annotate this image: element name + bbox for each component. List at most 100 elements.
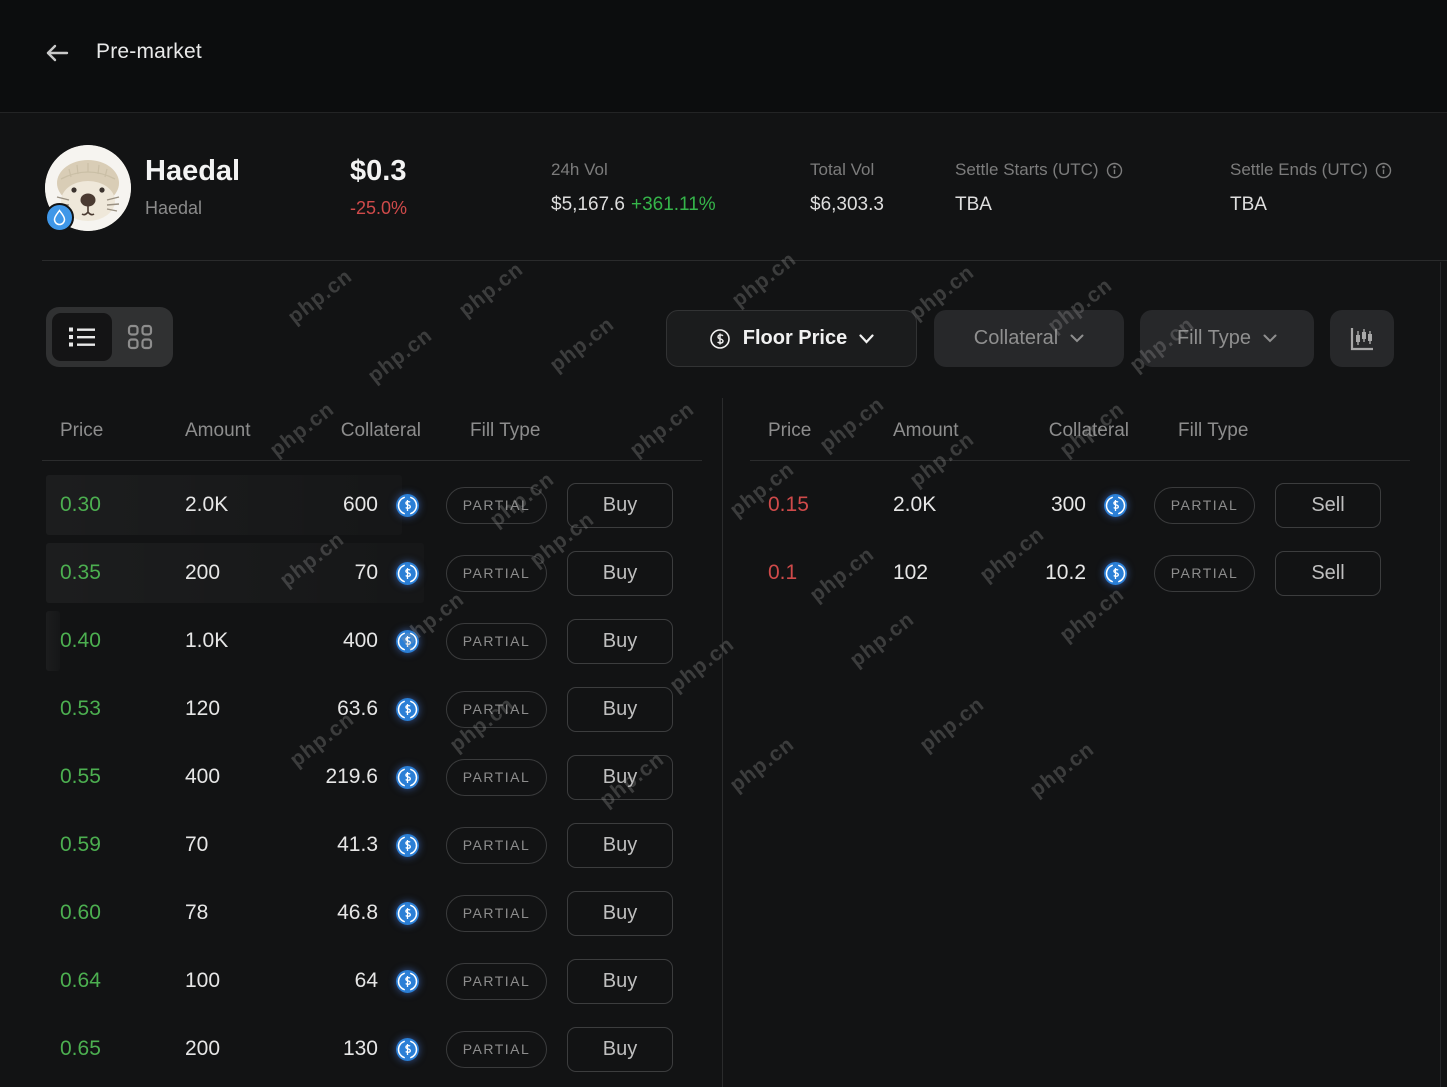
fill-type-badge: PARTIAL [446,758,547,796]
price-cell: 0.53 [60,697,101,720]
watermark-text: php.cn [727,247,801,312]
list-view-button[interactable] [52,313,112,361]
fill-type-badge: PARTIAL [1154,486,1255,524]
depth-bar [46,475,402,535]
collateral-column-header: Collateral [1048,420,1129,441]
info-icon[interactable] [1375,162,1392,179]
table-divider [722,398,723,1087]
price-cell: 0.35 [60,561,101,584]
order-row: 0.60 78 46.8 PARTIAL Buy [42,879,702,947]
stat-value: TBA [1230,194,1267,215]
buy-button[interactable]: Buy [567,822,673,868]
price-column-header: Price [768,420,812,441]
watermark-text: php.cn [915,692,989,757]
fill-type-badge: PARTIAL [446,1030,547,1068]
buy-button[interactable]: Buy [567,958,673,1004]
price-column-header: Price [60,420,104,441]
sell-button[interactable]: Sell [1275,482,1381,528]
depth-bar [46,611,60,671]
token-price: $0.3 [350,155,407,187]
stat-label: Settle Starts (UTC) [955,160,1099,179]
sell-order-table: Price Amount Collateral Fill Type 0.15 2… [750,400,1410,607]
back-button[interactable] [42,38,72,68]
fill-type-badge: PARTIAL [1154,554,1255,592]
usdc-coin-icon [1104,561,1127,585]
fill-type-badge: PARTIAL [446,622,547,660]
collateral-label: Collateral [973,327,1059,349]
chevron-down-icon [1263,334,1277,343]
table-header-row: Price Amount Collateral Fill Type [750,400,1410,461]
sell-table-body: 0.15 2.0K 300 PARTIAL Sell 0.1 102 10.2 … [750,461,1410,607]
fill-type-label: Fill Type [1176,327,1252,349]
page-title: Pre-market [96,40,202,63]
amount-cell: 78 [185,901,209,924]
buy-button[interactable]: Buy [567,482,673,528]
watermark-text: php.cn [283,264,357,329]
order-row: 0.15 2.0K 300 PARTIAL Sell [750,471,1410,539]
amount-cell: 2.0K [893,493,937,516]
stat-label: Settle Ends (UTC) [1230,160,1368,179]
price-cell: 0.30 [60,493,101,516]
table-header-row: Price Amount Collateral Fill Type [42,400,702,461]
fill-type-badge: PARTIAL [446,962,547,1000]
fill-type-dropdown[interactable]: Fill Type [1140,310,1314,367]
price-cell: 0.60 [60,901,101,924]
order-row: 0.1 102 10.2 PARTIAL Sell [750,539,1410,607]
amount-cell: 1.0K [185,629,229,652]
floor-price-dropdown[interactable]: Floor Price [666,310,917,367]
chart-view-button[interactable] [1330,310,1394,367]
scrollbar-track[interactable] [1440,262,1441,1087]
buy-button[interactable]: Buy [567,1026,673,1072]
watermark-text: php.cn [1025,737,1099,802]
buy-button[interactable]: Buy [567,754,673,800]
amount-column-header: Amount [185,420,251,441]
fill-type-column-header: Fill Type [1178,420,1249,441]
amount-column-header: Amount [893,420,959,441]
collateral-cell: 64 [354,969,378,992]
stat-label: 24h Vol [551,160,608,179]
usdc-coin-icon [396,561,419,585]
list-view-icon [68,325,96,349]
candlestick-chart-icon [1348,325,1376,353]
price-cell: 0.64 [60,969,101,992]
order-row: 0.35 200 70 PARTIAL Buy [42,539,702,607]
view-toggle [46,307,173,367]
amount-cell: 200 [185,1037,221,1060]
usdc-coin-icon [396,765,419,789]
watermark-text: php.cn [725,732,799,797]
token-avatar [45,145,131,232]
stat-value: TBA [955,194,992,215]
usdc-coin-icon [396,629,419,653]
sell-button[interactable]: Sell [1275,550,1381,596]
buy-button[interactable]: Buy [567,550,673,596]
amount-cell: 2.0K [185,493,229,516]
watermark-text: php.cn [454,257,528,322]
usdc-coin-icon [396,833,419,857]
watermark-text: php.cn [363,323,437,388]
fill-type-badge: PARTIAL [446,690,547,728]
usdc-coin-icon [396,969,419,993]
price-cell: 0.15 [768,493,809,516]
stat-settle-ends: Settle Ends (UTC) TBA [1230,160,1392,216]
collateral-cell: 219.6 [325,765,378,788]
usdc-coin-icon [1104,493,1127,517]
order-row: 0.59 70 41.3 PARTIAL Buy [42,811,702,879]
dollar-circle-icon [709,328,731,350]
collateral-cell: 70 [354,561,378,584]
grid-view-button[interactable] [112,313,167,361]
fill-type-column-header: Fill Type [470,420,541,441]
info-icon[interactable] [1106,162,1123,179]
buy-button[interactable]: Buy [567,686,673,732]
collateral-column-header: Collateral [340,420,421,441]
buy-button[interactable]: Buy [567,890,673,936]
stat-change: +361.11% [630,194,716,215]
depth-bar [46,543,424,603]
collateral-dropdown[interactable]: Collateral [934,310,1124,367]
buy-button[interactable]: Buy [567,618,673,664]
watermark-text: php.cn [845,607,919,672]
price-cell: 0.40 [60,629,101,652]
collateral-cell: 41.3 [337,833,378,856]
token-price-change: -25.0% [350,198,408,218]
stat-label: Total Vol [810,160,875,179]
